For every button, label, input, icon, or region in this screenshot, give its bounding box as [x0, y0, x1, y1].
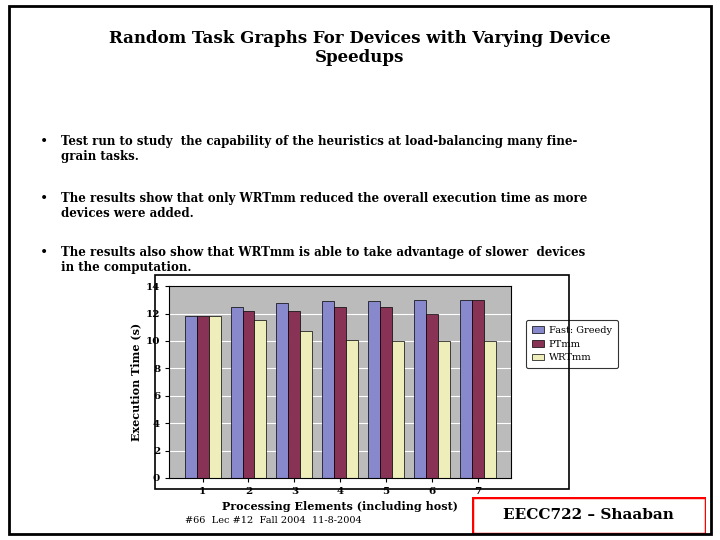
Y-axis label: Execution Time (s): Execution Time (s): [130, 323, 142, 441]
Bar: [484, 341, 495, 478]
Text: EECC722 – Shaaban: EECC722 – Shaaban: [503, 508, 674, 522]
Bar: [346, 340, 358, 478]
Bar: [300, 332, 312, 478]
Text: •: •: [40, 135, 48, 149]
Bar: [254, 320, 266, 478]
Bar: [414, 300, 426, 478]
Bar: [230, 307, 243, 478]
Bar: [460, 300, 472, 478]
Bar: [392, 341, 404, 478]
Text: #66  Lec #12  Fall 2004  11-8-2004: #66 Lec #12 Fall 2004 11-8-2004: [185, 516, 362, 525]
Bar: [334, 307, 346, 478]
Text: Test run to study  the capability of the heuristics at load-balancing many fine-: Test run to study the capability of the …: [61, 135, 577, 163]
Text: The results also show that WRTmm is able to take advantage of slower  devices
in: The results also show that WRTmm is able…: [61, 246, 585, 274]
Bar: [185, 316, 197, 478]
X-axis label: Processing Elements (including host): Processing Elements (including host): [222, 502, 458, 512]
Text: Random Task Graphs For Devices with Varying Device
Speedups: Random Task Graphs For Devices with Vary…: [109, 30, 611, 66]
Bar: [426, 314, 438, 478]
Bar: [243, 311, 254, 478]
Bar: [276, 302, 289, 478]
FancyBboxPatch shape: [472, 497, 706, 534]
Bar: [368, 301, 380, 478]
Bar: [209, 316, 220, 478]
Bar: [472, 300, 484, 478]
Text: •: •: [40, 246, 48, 260]
Bar: [380, 307, 392, 478]
Bar: [438, 341, 450, 478]
Legend: Fast: Greedy, PTmm, WRTmm: Fast: Greedy, PTmm, WRTmm: [526, 320, 618, 368]
Bar: [197, 316, 209, 478]
Bar: [323, 301, 334, 478]
Text: •: •: [40, 192, 48, 206]
Bar: [289, 311, 300, 478]
Text: The results show that only WRTmm reduced the overall execution time as more
devi: The results show that only WRTmm reduced…: [61, 192, 588, 220]
